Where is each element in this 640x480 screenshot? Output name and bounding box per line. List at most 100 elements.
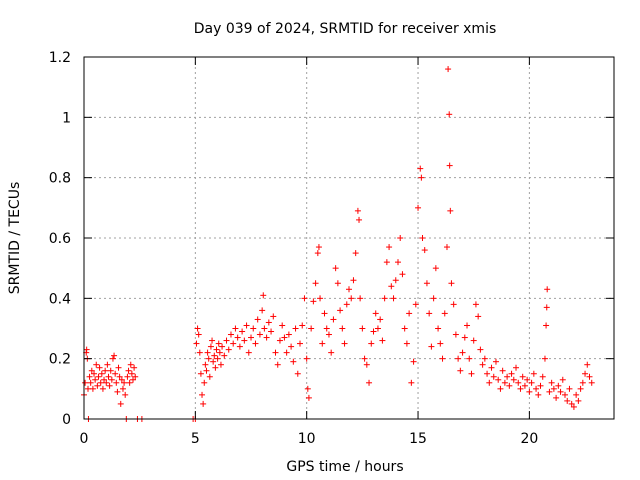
data-point <box>541 355 548 362</box>
data-point <box>530 370 537 377</box>
data-point <box>448 280 455 287</box>
data-point <box>94 382 101 389</box>
data-point <box>254 316 261 323</box>
data-point <box>470 337 477 344</box>
data-point <box>214 355 221 362</box>
y-tick-label: 0.6 <box>49 231 71 247</box>
data-point <box>204 349 211 356</box>
data-point <box>209 337 216 344</box>
data-point <box>121 379 128 386</box>
data-point <box>528 379 535 386</box>
data-point <box>301 295 308 302</box>
data-point <box>363 361 370 368</box>
data-point <box>406 310 413 317</box>
data-point <box>89 385 96 392</box>
data-point <box>579 379 586 386</box>
data-point <box>430 295 437 302</box>
x-tick-labels: 0 5 10 15 20 <box>80 431 539 447</box>
data-point <box>446 162 453 169</box>
x-tick-label: 20 <box>520 431 538 447</box>
data-point <box>92 376 99 383</box>
data-point <box>468 370 475 377</box>
data-point <box>546 388 553 395</box>
data-point <box>466 355 473 362</box>
data-point <box>122 391 129 398</box>
y-tick-label: 0.4 <box>49 291 71 307</box>
data-point <box>108 376 115 383</box>
data-point <box>343 301 350 308</box>
data-point <box>555 382 562 389</box>
data-point <box>210 358 217 365</box>
data-point <box>241 337 248 344</box>
data-point <box>232 325 239 332</box>
axis-ticks <box>83 56 614 420</box>
data-point <box>93 361 100 368</box>
data-point <box>381 295 388 302</box>
data-point <box>408 379 415 386</box>
data-point <box>95 373 102 380</box>
data-point <box>394 259 401 266</box>
data-point <box>323 325 330 332</box>
data-point <box>447 207 454 214</box>
data-point <box>259 307 266 314</box>
data-point <box>508 370 515 377</box>
data-point <box>543 304 550 311</box>
data-point <box>88 367 95 374</box>
data-point <box>125 367 132 374</box>
data-point <box>213 346 220 353</box>
data-point <box>421 247 428 254</box>
data-point <box>477 346 484 353</box>
data-point <box>544 286 551 293</box>
data-point <box>397 235 404 241</box>
data-point <box>446 111 453 118</box>
data-point <box>270 313 277 320</box>
data-point <box>428 343 435 350</box>
data-point <box>495 376 502 383</box>
x-tick-label: 5 <box>191 431 200 447</box>
data-point <box>521 382 528 389</box>
data-point <box>294 370 301 377</box>
y-tick-label: 0.2 <box>49 352 71 368</box>
data-point <box>461 334 468 341</box>
data-point <box>410 358 417 365</box>
grid-lines <box>84 57 614 419</box>
data-point <box>506 382 513 389</box>
data-point <box>533 385 540 392</box>
data-point <box>288 343 295 350</box>
data-point <box>401 325 408 332</box>
data-point <box>101 376 108 383</box>
data-point <box>588 379 595 386</box>
data-point <box>334 280 341 287</box>
data-point <box>575 397 582 404</box>
data-point <box>368 340 375 347</box>
data-point <box>577 385 584 392</box>
data-point <box>504 373 511 380</box>
data-point <box>308 325 315 332</box>
data-point <box>268 328 275 335</box>
data-point <box>426 310 433 317</box>
data-point <box>197 370 204 377</box>
data-point <box>325 331 332 338</box>
data-point <box>388 283 395 290</box>
data-point <box>221 352 228 359</box>
data-point <box>205 355 212 362</box>
data-point <box>515 379 522 386</box>
data-point <box>332 265 339 272</box>
data-point <box>553 394 560 401</box>
data-point <box>281 334 288 341</box>
data-point <box>245 349 252 356</box>
data-point <box>115 364 122 371</box>
data-point <box>112 370 119 377</box>
data-point <box>472 301 479 308</box>
data-point <box>223 337 230 344</box>
data-point <box>457 367 464 374</box>
data-point <box>117 400 124 407</box>
data-point <box>537 382 544 389</box>
data-point <box>132 373 139 380</box>
data-point <box>114 388 121 395</box>
y-tick-labels: 0 0.2 0.4 0.6 0.8 1 1.2 <box>49 50 71 428</box>
data-point <box>550 385 557 392</box>
data-point <box>102 367 109 374</box>
data-point <box>310 298 317 305</box>
data-point <box>239 328 246 335</box>
